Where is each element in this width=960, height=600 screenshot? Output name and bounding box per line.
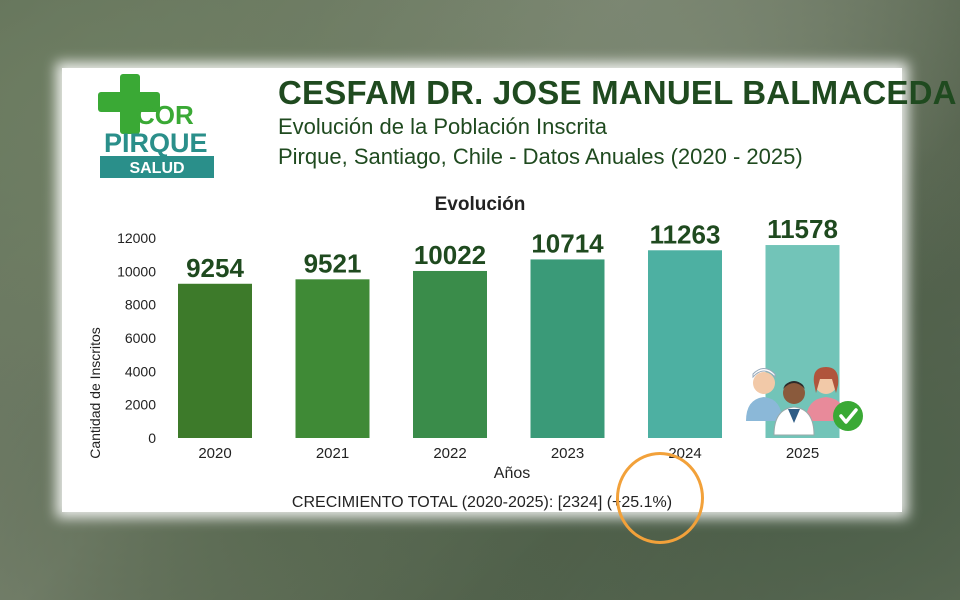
data-label: 10714 [531,228,604,258]
x-tick-label: 2021 [316,445,349,462]
x-tick-label: 2020 [198,445,231,462]
medical-staff-icon [746,367,846,436]
y-tick-label: 6000 [125,330,156,346]
x-axis-label: Años [494,465,530,482]
page-subtitle-location: Pirque, Santiago, Chile - Datos Anuales … [278,144,803,169]
bar-2022 [413,270,487,438]
page-title: CESFAM DR. JOSE MANUEL BALMACEDA [278,74,957,111]
bar-2021 [295,279,370,438]
logo-pirque-text: PIRQUE [104,128,208,158]
page-subtitle: Evolución de la Población Inscrita [278,114,607,139]
growth-highlight-circle [616,452,704,544]
bar-2023 [530,259,605,438]
medical-cross-logo [98,74,160,134]
y-tick-label: 4000 [125,363,156,379]
bar-2020 [178,283,252,438]
y-tick-label: 8000 [125,297,156,313]
corpirque-logo: COR PIRQUE SALUD [98,74,214,178]
data-label: 10022 [414,240,486,270]
logo-salud-text: SALUD [129,160,184,177]
data-label: 9254 [186,253,244,283]
x-tick-label: 2023 [551,445,584,462]
growth-summary: CRECIMIENTO TOTAL (2020-2025): [2324] (+… [291,494,673,511]
bar-chart: Evolución Cantidad de Inscritos Años 0 20… [87,194,863,482]
y-axis-label: Cantidad de Inscritos [87,327,103,459]
y-tick-label: 0 [148,430,156,446]
check-badge-icon [833,401,863,431]
y-tick-label: 2000 [125,397,156,413]
data-label: 9521 [304,248,362,278]
bar-2024 [648,250,722,438]
y-tick-label: 12000 [117,230,156,246]
data-label: 11578 [767,214,838,244]
logo-cor-text: COR [136,100,194,130]
infographic-card: COR PIRQUE SALUD CESFAM DR. JOSE MANUEL … [62,68,956,544]
y-tick-label: 10000 [117,263,156,279]
chart-title: Evolución [435,194,526,215]
x-tick-label: 2022 [433,445,466,462]
x-tick-label: 2025 [786,445,819,462]
data-label: 11263 [650,219,721,249]
